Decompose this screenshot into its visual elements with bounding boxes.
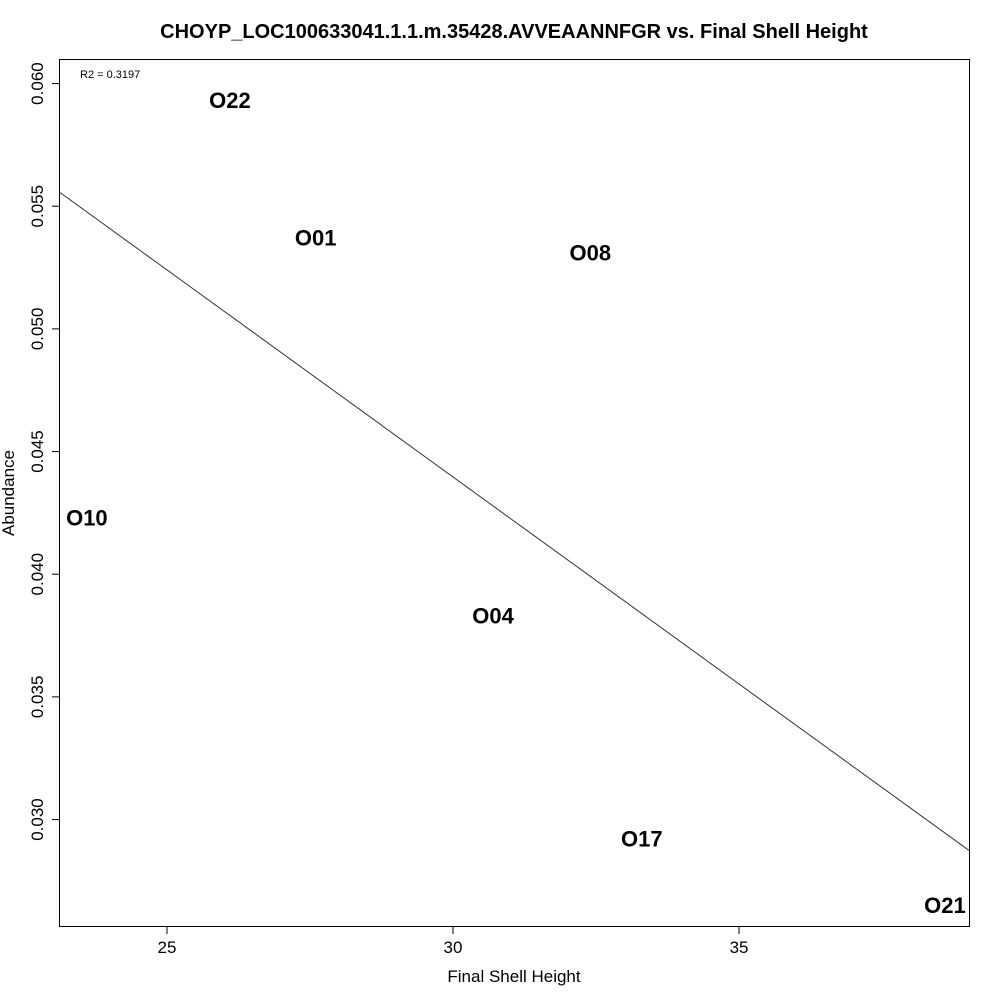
x-tick-label-2: 35 bbox=[730, 938, 749, 957]
chart-title: CHOYP_LOC100633041.1.1.m.35428.AVVEAANNF… bbox=[160, 21, 868, 43]
y-axis-label: Abundance bbox=[0, 450, 18, 536]
point-label-o22: O22 bbox=[209, 88, 251, 113]
x-axis-label: Final Shell Height bbox=[447, 967, 581, 986]
x-tick-label-1: 30 bbox=[444, 938, 463, 957]
point-label-o21: O21 bbox=[924, 893, 966, 918]
x-tick-label-0: 25 bbox=[158, 938, 177, 957]
r2-annotation: R2 = 0.3197 bbox=[80, 69, 140, 81]
y-tick-label-5: 0.055 bbox=[28, 185, 47, 228]
y-axis: 0.030 0.035 0.040 0.045 0.050 0.055 0.060 bbox=[28, 62, 60, 841]
point-label-o01: O01 bbox=[295, 226, 337, 251]
point-label-o08: O08 bbox=[570, 240, 612, 265]
y-tick-label-1: 0.035 bbox=[28, 676, 47, 719]
point-labels: O22 O01 O08 O10 O04 O17 O21 bbox=[66, 88, 966, 918]
point-label-o04: O04 bbox=[472, 603, 514, 628]
y-tick-label-6: 0.060 bbox=[28, 62, 47, 105]
y-tick-label-4: 0.050 bbox=[28, 308, 47, 351]
point-label-o10: O10 bbox=[66, 505, 108, 530]
plot-frame bbox=[59, 59, 970, 927]
point-label-o17: O17 bbox=[621, 827, 663, 852]
regression-line bbox=[59, 192, 970, 851]
y-tick-label-2: 0.040 bbox=[28, 553, 47, 596]
y-tick-label-0: 0.030 bbox=[28, 798, 47, 841]
x-axis: 25 30 35 bbox=[158, 926, 749, 957]
y-tick-label-3: 0.045 bbox=[28, 430, 47, 473]
